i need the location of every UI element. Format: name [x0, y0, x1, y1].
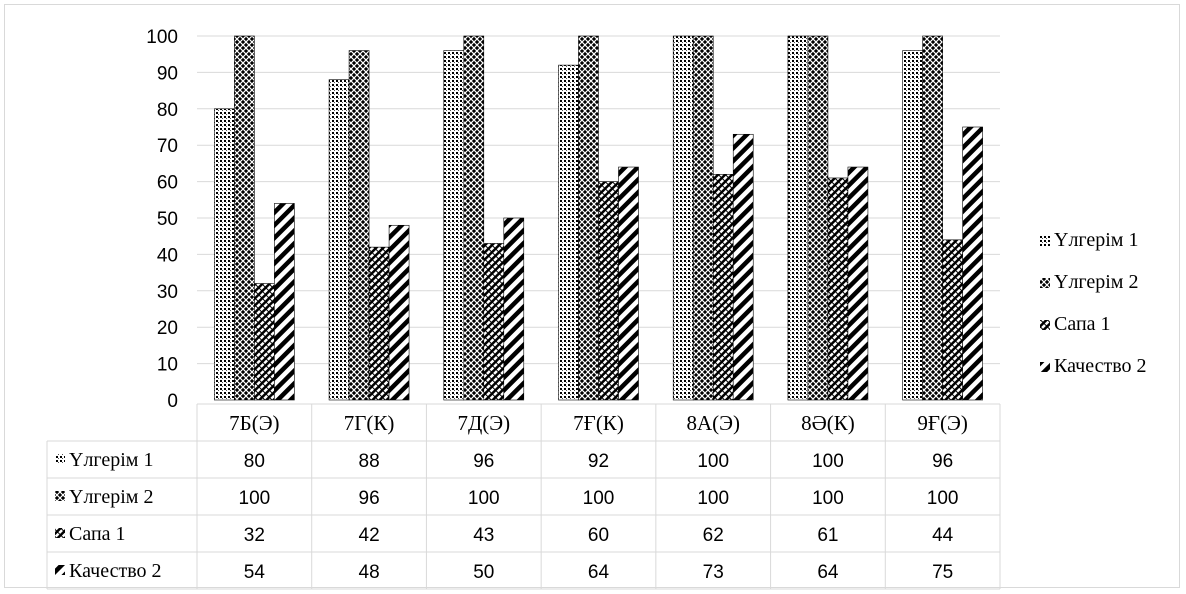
bar-2: [807, 35, 829, 401]
table-series-label: Үлгерім 2: [69, 486, 153, 508]
category-label: 9Ғ(Э): [917, 411, 968, 435]
bar-1: [328, 79, 350, 401]
data-label: 32: [244, 525, 265, 546]
legend-label: Үлгерім 2: [1054, 271, 1138, 293]
data-label: 100: [927, 488, 959, 509]
legend-label: Качество 2: [1054, 355, 1147, 377]
legend-key: [1040, 278, 1050, 288]
y-tick-label: 30: [157, 282, 178, 303]
bar-1: [672, 35, 694, 401]
data-label: 100: [583, 488, 615, 509]
data-label: 88: [359, 451, 380, 472]
y-tick-label: 20: [157, 318, 178, 339]
table-legend-key: [55, 491, 65, 501]
data-label: 60: [588, 525, 609, 546]
table-series-label: Сапа 1: [69, 523, 126, 545]
bar-2: [348, 50, 370, 401]
bar-1: [214, 108, 235, 401]
y-tick-label: 100: [146, 27, 178, 48]
bar-3: [712, 174, 734, 401]
category-label: 8А(Э): [686, 411, 740, 435]
data-label: 100: [697, 451, 729, 472]
bar-1: [787, 35, 809, 401]
y-tick-label: 0: [167, 391, 178, 412]
data-label: 50: [473, 562, 494, 583]
data-label: 61: [817, 525, 838, 546]
data-label: 96: [359, 488, 380, 509]
bar-2: [922, 35, 943, 401]
y-tick-label: 90: [157, 63, 178, 84]
y-tick-label: 10: [157, 355, 178, 376]
bar-2: [463, 35, 485, 401]
table-legend-key: [55, 454, 65, 464]
y-tick-label: 60: [157, 173, 178, 194]
bar-3: [483, 243, 505, 401]
data-label: 73: [703, 562, 724, 583]
category-label: 7Д(Э): [457, 411, 510, 435]
bar-3: [827, 177, 849, 401]
bar-2: [234, 35, 255, 401]
data-label: 100: [239, 488, 271, 509]
category-label: 8Ә(К): [801, 411, 855, 435]
data-label: 100: [468, 488, 500, 509]
table-legend-key: [55, 565, 65, 575]
data-label: 96: [932, 451, 953, 472]
data-label: 100: [812, 451, 844, 472]
data-label: 48: [359, 562, 380, 583]
category-label: 7Б(Э): [229, 411, 279, 435]
data-label: 92: [588, 451, 609, 472]
bar-4: [388, 224, 410, 401]
data-label: 64: [817, 562, 839, 583]
bar-4: [274, 203, 295, 401]
data-label: 80: [244, 451, 265, 472]
data-table: 7Б(Э) 7Г(К) 7Д(Э) 7Ғ(К) 8А(Э) 8Ә(К) 9Ғ(Э) Үлгер…: [46, 403, 1001, 590]
y-tick-label: 80: [157, 100, 178, 121]
legend: Үлгерім 1 Үлгерім 2 Сапа 1 Качество 2: [1040, 229, 1147, 377]
legend-label: Үлгерім 1: [1054, 229, 1138, 251]
data-label: 54: [244, 562, 266, 583]
bar-2: [692, 35, 714, 401]
category-label: 7Ғ(К): [573, 411, 624, 435]
y-tick-label: 40: [157, 245, 178, 266]
bar-1: [902, 50, 923, 401]
bar-4: [618, 166, 639, 401]
bar-1: [443, 50, 465, 401]
bar-3: [942, 239, 963, 401]
bar-4: [503, 217, 525, 401]
data-label: 100: [812, 488, 844, 509]
bar-3: [254, 283, 275, 401]
data-label: 44: [932, 525, 954, 546]
legend-key: [1040, 320, 1050, 330]
bar-3: [368, 246, 390, 401]
data-label: 64: [588, 562, 610, 583]
data-label: 42: [359, 525, 380, 546]
data-label: 62: [703, 525, 724, 546]
data-label: 75: [932, 562, 953, 583]
bar-1: [558, 64, 579, 401]
category-label: 7Г(К): [344, 411, 395, 435]
y-tick-label: 70: [157, 136, 178, 157]
table-series-label: Качество 2: [69, 560, 162, 582]
data-label: 43: [473, 525, 494, 546]
legend-key: [1040, 236, 1050, 246]
legend-key: [1040, 362, 1050, 372]
bar-3: [598, 181, 619, 401]
table-series-label: Үлгерім 1: [69, 449, 153, 471]
y-axis: 0 10 20 30 40 50 60 70 80 90 100: [146, 27, 178, 412]
bars: [214, 35, 983, 401]
data-label: 100: [697, 488, 729, 509]
data-label: 96: [473, 451, 494, 472]
bar-2: [578, 35, 599, 401]
legend-label: Сапа 1: [1054, 313, 1111, 335]
bar-4: [732, 133, 754, 401]
y-tick-label: 50: [157, 209, 178, 230]
bar-4: [847, 166, 869, 401]
table-legend-key: [55, 528, 65, 538]
bar-4: [962, 126, 983, 401]
